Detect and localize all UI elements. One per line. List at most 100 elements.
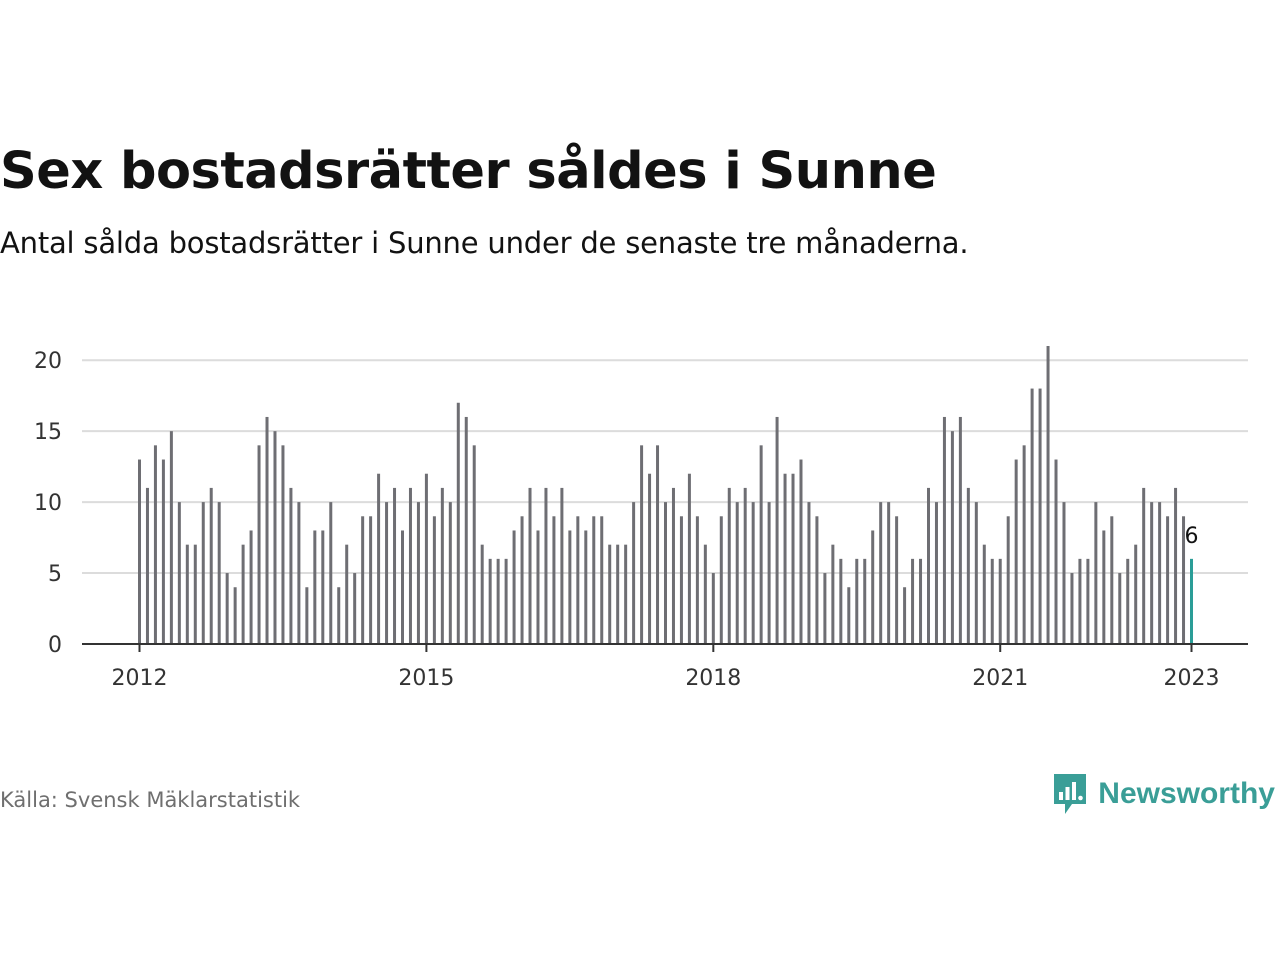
bar bbox=[1150, 502, 1154, 644]
bar bbox=[958, 416, 962, 644]
x-tick-label: 2018 bbox=[685, 666, 741, 691]
bar bbox=[743, 487, 747, 644]
bar bbox=[536, 530, 540, 644]
bar bbox=[576, 516, 580, 644]
bar bbox=[233, 587, 237, 644]
bar bbox=[839, 558, 843, 644]
bar bbox=[520, 516, 524, 644]
bar bbox=[703, 544, 707, 644]
bar bbox=[416, 502, 420, 644]
x-tick-label: 2023 bbox=[1164, 666, 1220, 691]
bar bbox=[161, 459, 165, 644]
bar bbox=[528, 487, 532, 644]
bar bbox=[624, 544, 628, 644]
bar bbox=[783, 473, 787, 644]
bar bbox=[671, 487, 675, 644]
bar bbox=[679, 516, 683, 644]
bar bbox=[480, 544, 484, 644]
bar bbox=[393, 487, 397, 644]
bar bbox=[815, 516, 819, 644]
bar bbox=[201, 502, 205, 644]
bar bbox=[1158, 502, 1162, 644]
bar bbox=[432, 516, 436, 644]
bar bbox=[927, 487, 930, 644]
bar bbox=[337, 587, 341, 644]
bar bbox=[664, 502, 667, 644]
source-note: Källa: Svensk Mäklarstatistik bbox=[0, 788, 301, 812]
bar bbox=[504, 558, 508, 644]
bar bbox=[568, 530, 572, 644]
bar bbox=[1182, 516, 1186, 644]
bar bbox=[169, 431, 173, 644]
y-tick-label: 0 bbox=[48, 633, 62, 658]
bar bbox=[950, 431, 954, 644]
bar bbox=[911, 558, 915, 644]
bar bbox=[1134, 544, 1138, 644]
bar bbox=[241, 544, 245, 644]
bar bbox=[153, 445, 157, 644]
bar bbox=[966, 487, 970, 644]
bar bbox=[401, 530, 404, 644]
bar bbox=[656, 445, 660, 644]
x-tick-label: 2012 bbox=[112, 666, 168, 691]
bar bbox=[249, 530, 253, 644]
bar bbox=[974, 502, 978, 644]
bar bbox=[1038, 388, 1042, 644]
bar bbox=[919, 558, 923, 644]
bar bbox=[145, 487, 149, 644]
y-tick-label: 15 bbox=[34, 420, 62, 445]
bar bbox=[711, 573, 715, 644]
bar-chart: 0 5 10 15 20 6 2012 2015 2018 2021 2023 bbox=[34, 346, 1248, 691]
newsworthy-logo-icon bbox=[1054, 774, 1087, 814]
bar bbox=[377, 473, 381, 644]
bar bbox=[385, 502, 389, 644]
bar bbox=[600, 516, 604, 644]
bar bbox=[863, 558, 867, 644]
axes bbox=[82, 643, 1248, 652]
bar bbox=[934, 502, 938, 644]
bar bbox=[138, 459, 141, 644]
bar bbox=[608, 544, 612, 644]
bar bbox=[807, 502, 811, 644]
brand-name: Newsworthy bbox=[1098, 777, 1275, 810]
bar bbox=[1166, 516, 1170, 644]
bar bbox=[1030, 388, 1034, 644]
bar bbox=[1046, 346, 1050, 644]
bar bbox=[353, 573, 357, 644]
bar bbox=[408, 487, 412, 644]
bar bbox=[369, 516, 373, 644]
chart-subtitle: Antal sålda bostadsrätter i Sunne under … bbox=[0, 226, 969, 260]
bar bbox=[1094, 502, 1098, 644]
bar bbox=[735, 502, 739, 644]
bar bbox=[648, 473, 652, 644]
bar bbox=[496, 558, 500, 644]
bar bbox=[512, 530, 516, 644]
bar bbox=[942, 416, 946, 644]
bar bbox=[847, 587, 851, 644]
bar bbox=[297, 502, 301, 644]
bar bbox=[1126, 558, 1130, 644]
bar bbox=[265, 416, 269, 644]
bar bbox=[1110, 516, 1114, 644]
bar bbox=[1006, 516, 1010, 644]
brand-logo[interactable]: Newsworthy bbox=[1052, 772, 1275, 816]
bar bbox=[831, 544, 835, 644]
bar bbox=[640, 445, 644, 644]
bar bbox=[185, 544, 189, 644]
bar bbox=[177, 502, 181, 644]
bar bbox=[632, 502, 636, 644]
bar bbox=[751, 502, 755, 644]
bar bbox=[990, 558, 994, 644]
bar bbox=[823, 573, 827, 644]
bar-highlight bbox=[1190, 558, 1193, 644]
bar bbox=[775, 416, 779, 644]
bar bbox=[1086, 558, 1090, 644]
bar bbox=[727, 487, 731, 644]
bar bbox=[998, 558, 1002, 644]
bar bbox=[456, 402, 460, 644]
bar bbox=[887, 502, 891, 644]
bar bbox=[592, 516, 596, 644]
y-tick-label: 20 bbox=[34, 349, 62, 374]
bar bbox=[1070, 573, 1074, 644]
bar bbox=[759, 445, 763, 644]
